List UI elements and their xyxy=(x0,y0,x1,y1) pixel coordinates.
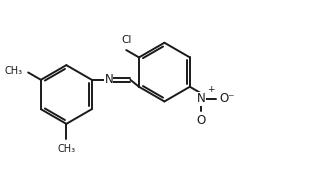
Text: N: N xyxy=(104,73,113,86)
Text: N: N xyxy=(197,92,206,105)
Text: O⁻: O⁻ xyxy=(219,92,234,105)
Text: CH₃: CH₃ xyxy=(57,144,75,154)
Text: +: + xyxy=(207,85,214,94)
Text: Cl: Cl xyxy=(121,35,131,45)
Text: CH₃: CH₃ xyxy=(4,66,23,76)
Text: O: O xyxy=(197,114,206,127)
